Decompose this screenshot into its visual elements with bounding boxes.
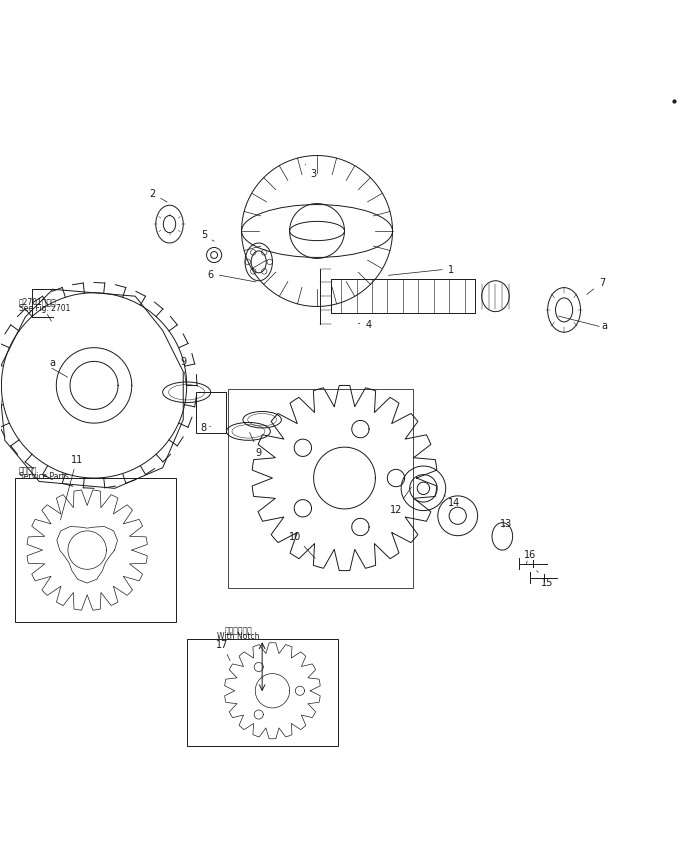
Text: 13: 13 bbox=[500, 518, 512, 528]
Text: a: a bbox=[601, 321, 608, 331]
Text: 部品専用: 部品専用 bbox=[19, 466, 37, 475]
Text: 1: 1 bbox=[389, 264, 454, 276]
Text: With Notch: With Notch bbox=[217, 631, 259, 641]
Text: ﾉﾘ欠き有り: ﾉﾘ欠き有り bbox=[224, 626, 252, 635]
Text: 8: 8 bbox=[200, 422, 211, 432]
Text: 16: 16 bbox=[524, 548, 536, 564]
Text: 6: 6 bbox=[207, 269, 256, 282]
Text: 14: 14 bbox=[444, 496, 460, 507]
Text: 第2701図参照: 第2701図参照 bbox=[19, 297, 56, 306]
Text: 2: 2 bbox=[150, 189, 167, 203]
Bar bbox=[196, 393, 226, 434]
Text: See Fig. 2701: See Fig. 2701 bbox=[19, 304, 70, 313]
Text: 17: 17 bbox=[216, 640, 230, 661]
Text: 12: 12 bbox=[390, 487, 411, 514]
Text: a: a bbox=[50, 357, 55, 368]
Text: 9: 9 bbox=[181, 357, 186, 387]
Bar bbox=[187, 640, 338, 746]
Text: 11: 11 bbox=[61, 455, 83, 520]
Text: 9: 9 bbox=[249, 433, 262, 457]
Bar bbox=[15, 479, 176, 623]
Text: 3: 3 bbox=[305, 165, 317, 178]
Text: 4: 4 bbox=[358, 319, 371, 329]
Bar bbox=[228, 389, 413, 588]
Text: 15: 15 bbox=[537, 571, 553, 588]
Text: 5: 5 bbox=[200, 230, 214, 242]
Text: 10: 10 bbox=[289, 532, 315, 559]
Text: Service Parts: Service Parts bbox=[19, 472, 68, 480]
Text: 7: 7 bbox=[587, 278, 605, 295]
